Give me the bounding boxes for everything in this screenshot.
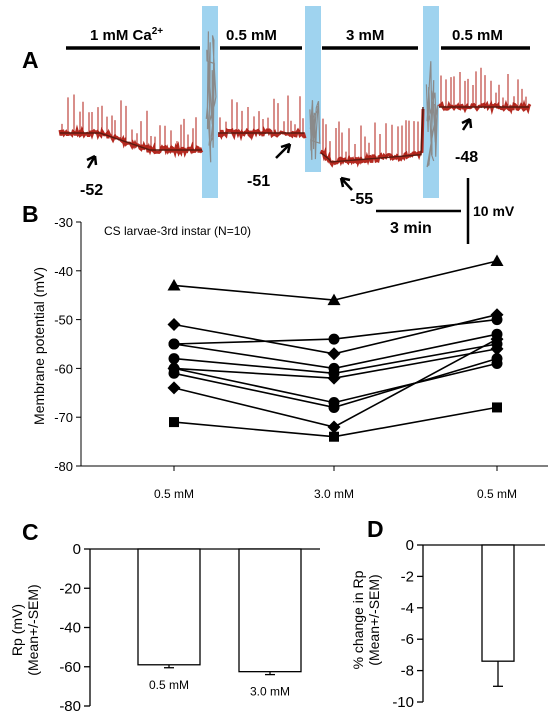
data-point-triangle [167,278,181,291]
data-point-diamond [327,347,341,361]
wash-transient [309,100,321,160]
panel-b-scatter: B CS larvae-3rd instar (N=10) Membrane p… [22,201,548,501]
data-point-diamond [490,342,504,356]
wash-transient [205,31,217,163]
chart-b-y-tick-label: -30 [54,215,73,230]
chart-d-plot: 0 -2 -4 -6 -8 -10 [392,537,545,711]
panel-b-label: B [22,201,39,227]
bar [481,544,515,662]
chart-b-x-tick-label: 3.0 mM [314,487,354,501]
data-point-circle [328,401,340,413]
data-point-triangle [490,254,504,267]
rp-label-3: -55 [350,191,373,208]
chart-b-ylabel: Membrane potential (mV) [31,267,47,425]
data-point-square [169,417,179,428]
data-point-square [329,431,339,442]
arrow-icon [339,176,353,191]
y-tick-label: -80 [59,698,81,715]
data-point-circle [168,353,180,365]
y-tick-label: -8 [401,663,414,680]
y-tick-label: -40 [59,620,81,637]
data-point-square [492,402,502,413]
panel-c-bars: C Rp (mV) (Mean+/-SEM) 0 -20 -40 -60 -80 0.5 … [9,519,320,715]
trace-segment [217,125,307,142]
data-point-diamond [327,420,341,434]
time-scale-label: 3 min [390,220,432,237]
solution-label-2: 0.5 mM [226,27,277,44]
panel-d-bars: D % change in Rp (Mean+/-SEM) 0 -2 -4 -6 -8 -… [350,516,545,711]
chart-b-tick-labels: -30 -40 -50 -60 -70 -80 0.5 mM 3.0 mM 0.5 mM [54,215,517,501]
trace-segment [58,124,204,159]
trace-baseline [60,132,202,151]
chart-d-ylabel: % change in Rp [350,570,366,669]
panel-a-recording: A 1 mM Ca2+ 0.5 mM 3 mM 0.5 mM -52 -51 -… [22,6,532,244]
arrow-icon [86,154,98,169]
chart-b-axes [76,221,548,471]
rp-label-2: -51 [247,173,270,190]
chart-b-series-line [173,260,498,301]
y-tick-label: -4 [401,600,414,617]
wash-transient [425,61,439,168]
y-tick-label: -6 [401,631,414,648]
chart-c-plot: 0 -20 -40 -60 -80 0.5 mM 3.0 mM [59,541,320,715]
rp-label-4: -48 [455,149,478,166]
solution-label-4: 0.5 mM [452,27,503,44]
chart-b-y-tick-label: -70 [54,410,73,425]
chart-b-y-tick-label: -80 [54,459,73,474]
data-point-diamond [167,317,181,331]
panel-c-label: C [22,519,39,545]
y-tick-label: -10 [392,694,414,711]
bar-label: 0.5 mM [149,678,189,692]
y-tick-label: -60 [59,659,81,676]
y-tick-label: 0 [406,537,414,554]
solution-label-1: 1 mM Ca2+ [90,26,163,44]
data-point-circle [491,353,503,365]
bar [137,548,201,666]
arrow-icon [461,117,473,131]
data-point-triangle [327,293,341,306]
chart-b-y-tick-label: -40 [54,264,73,279]
y-tick-label: 0 [73,541,81,558]
chart-c-ylabel-2: (Mean+/-SEM) [25,584,41,675]
panel-d-label: D [367,516,384,542]
data-point-diamond [490,332,504,346]
rp-label-1: -52 [80,182,103,199]
y-tick-label: -20 [59,580,81,597]
chart-b-title: CS larvae-3rd instar (N=10) [104,224,251,238]
data-point-circle [168,338,180,350]
trace-baseline [320,106,424,163]
data-point-diamond [167,381,181,395]
chart-d-ylabel-2: (Mean+/-SEM) [366,574,382,665]
data-point-diamond [167,361,181,375]
chart-c-ylabel: Rp (mV) [9,604,25,656]
chart-b-y-tick-label: -50 [54,313,73,328]
panel-a-label: A [22,47,39,73]
recording-trace [58,31,532,168]
data-point-diamond [327,371,341,385]
bar-label: 3.0 mM [250,685,290,699]
voltage-scale-label: 10 mV [473,203,515,219]
chart-b-x-tick-label: 0.5 mM [154,487,194,501]
data-point-circle [491,314,503,326]
chart-b-x-tick-label: 0.5 mM [477,487,517,501]
arrow-icon [275,142,292,159]
y-tick-label: -2 [401,568,414,585]
chart-b-markers [167,254,504,442]
chart-b-y-tick-label: -60 [54,361,73,376]
solution-label-3: 3 mM [346,27,384,44]
bar [238,548,302,673]
data-point-circle [328,333,340,345]
